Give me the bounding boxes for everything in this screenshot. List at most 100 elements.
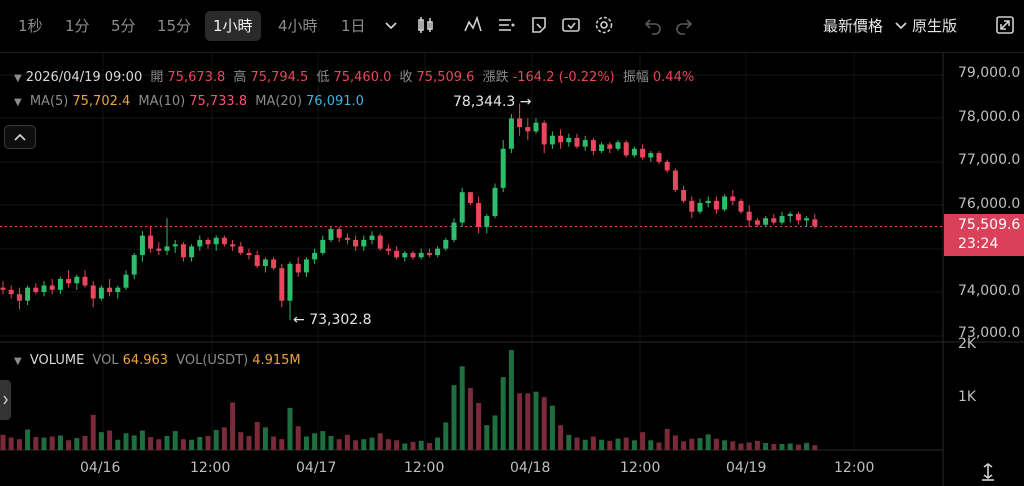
candlestick-chart[interactable] <box>0 52 1024 486</box>
price-mode-select[interactable]: 最新價格 <box>823 17 884 35</box>
volume-bar <box>410 441 416 450</box>
candle-body <box>754 220 760 225</box>
volume-bar <box>172 431 178 450</box>
timeframe-tab[interactable]: 1日 <box>341 17 366 35</box>
volume-bar <box>492 415 498 450</box>
screenshot-icon[interactable] <box>528 14 550 36</box>
candle-body <box>812 219 818 227</box>
volume-bar <box>90 414 96 450</box>
volume-bar <box>295 426 301 450</box>
timeframe-tab[interactable]: 5分 <box>111 17 136 35</box>
low-value: 75,460.0 <box>333 70 392 85</box>
ma20-value: 76,091.0 <box>306 94 364 109</box>
fullscreen-icon[interactable] <box>994 14 1016 36</box>
close-label: 收 <box>399 70 413 85</box>
volume-bar <box>435 437 441 450</box>
timeframe-tab[interactable]: 4小時 <box>278 17 318 35</box>
layout-icon[interactable] <box>560 14 582 36</box>
candle-body <box>713 200 719 210</box>
candle-body <box>615 142 621 149</box>
volume-bar <box>271 436 277 450</box>
candle-body <box>394 250 400 258</box>
volume-bar <box>16 439 22 450</box>
volume-bar <box>385 439 391 450</box>
low-annotation-value: 73,302.8 <box>309 312 372 328</box>
candle-body <box>221 237 227 245</box>
volume-bar <box>115 439 121 450</box>
candle-body <box>787 213 793 217</box>
price-mode-chevron-icon[interactable] <box>890 14 912 36</box>
candle-body <box>508 118 514 149</box>
chevron-down-icon[interactable] <box>380 14 402 36</box>
x-tick: 04/17 <box>296 460 337 476</box>
candle-body <box>115 287 121 292</box>
volume-bar <box>33 437 39 450</box>
volume-bar <box>779 444 785 450</box>
volume-bar <box>41 437 47 450</box>
candle-body <box>336 229 342 238</box>
candle-body <box>205 239 211 245</box>
candle-body <box>582 140 588 147</box>
change-value: -164.2 (-0.22%) <box>512 70 615 85</box>
candle-body <box>25 287 31 301</box>
timeframe-tab[interactable]: 1秒 <box>18 17 43 35</box>
volume-bar <box>459 366 465 450</box>
volume-bar <box>180 439 186 450</box>
volume-bar <box>508 350 514 450</box>
candle-body <box>779 216 785 223</box>
timeframe-tab[interactable]: 15分 <box>157 17 192 35</box>
candle-body <box>648 153 654 158</box>
timeframe-tab[interactable]: 1小時 <box>205 11 261 41</box>
candle-body <box>426 252 432 256</box>
redo-icon[interactable] <box>673 14 695 36</box>
candle-body <box>377 235 383 249</box>
candle-body <box>574 137 580 147</box>
volume-bar <box>795 444 801 450</box>
settings-icon[interactable] <box>593 14 615 36</box>
volume-bar <box>730 441 736 450</box>
candle-body <box>246 252 252 256</box>
panel-handle[interactable] <box>0 380 11 420</box>
y-tick: 76,000.0 <box>958 196 1021 212</box>
axis-scale-icon[interactable] <box>977 460 999 482</box>
candle-body <box>672 170 678 191</box>
candle-body <box>492 187 498 217</box>
candle-body <box>549 135 555 145</box>
candle-body <box>156 248 162 251</box>
drawing-list-icon[interactable] <box>495 14 517 36</box>
volume-bar <box>139 430 145 450</box>
ma5-label: MA(5) <box>29 94 69 109</box>
y-tick: 78,000.0 <box>958 109 1021 125</box>
candle-body <box>443 239 449 249</box>
volume-bar <box>426 442 432 450</box>
candle-body <box>402 252 408 258</box>
volume-bar <box>312 433 318 450</box>
volume-bar <box>582 439 588 450</box>
indicators-icon[interactable] <box>462 14 484 36</box>
candle-body <box>435 248 441 256</box>
volume-title: VOLUME <box>29 353 85 368</box>
candlestick-type-icon[interactable] <box>415 14 437 36</box>
caret-down-icon: ▼ <box>14 73 22 84</box>
volume-bar <box>25 429 31 450</box>
volume-bar <box>328 435 334 450</box>
candle-body <box>623 142 629 156</box>
x-tick: 12:00 <box>834 460 875 476</box>
timeframe-tab[interactable]: 1分 <box>65 17 90 35</box>
candle-body <box>287 263 293 301</box>
candle-body <box>738 200 744 212</box>
volume-bar <box>369 437 375 450</box>
volume-bar <box>262 427 268 450</box>
candle-body <box>369 235 375 240</box>
vol-axis-tick: 1K <box>958 389 977 405</box>
undo-icon[interactable] <box>642 14 664 36</box>
volume-bar <box>763 442 769 450</box>
view-mode-select[interactable]: 原生版 <box>912 17 958 35</box>
collapse-indicators-button[interactable] <box>4 125 36 149</box>
current-price-tag: 75,509.6 23:24 <box>944 214 1024 256</box>
volume-bar <box>787 443 793 450</box>
y-tick: 77,000.0 <box>958 152 1021 168</box>
open-value: 75,673.8 <box>167 70 226 85</box>
